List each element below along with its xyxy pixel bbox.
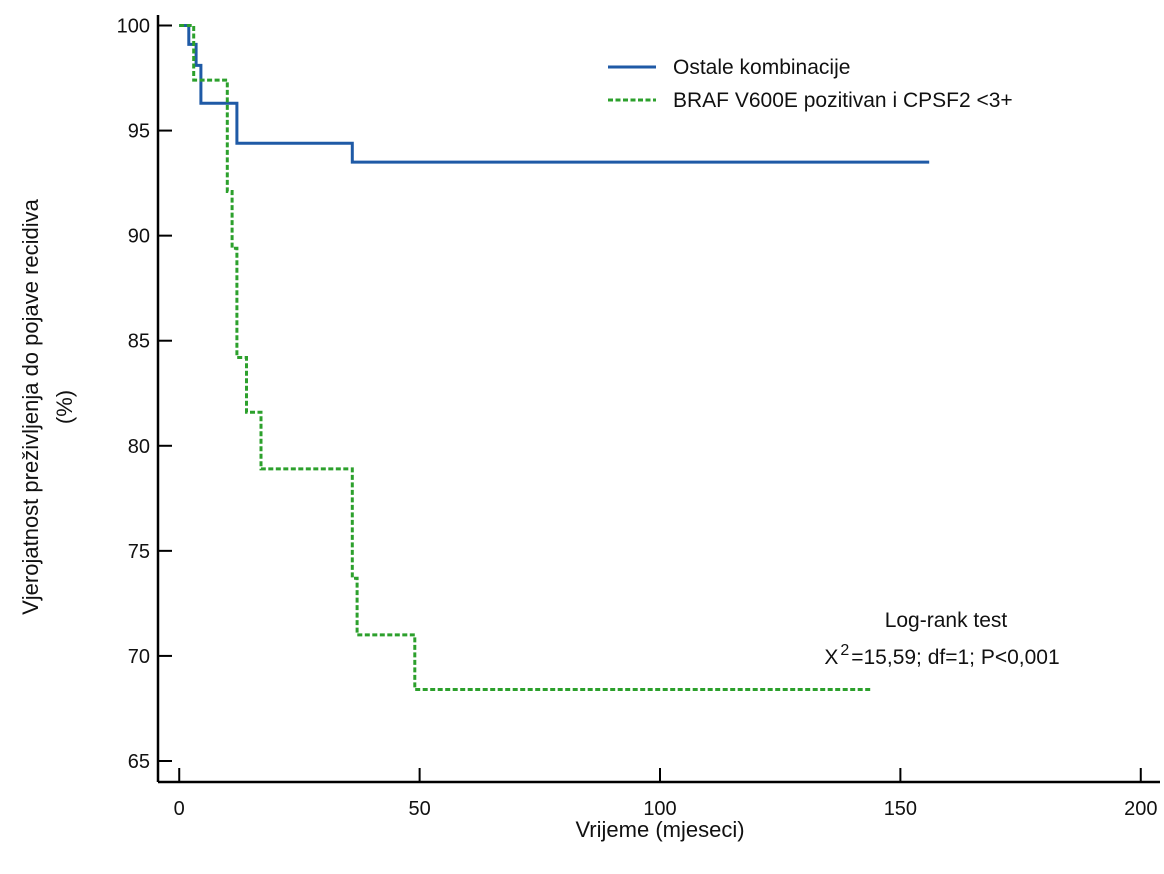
x-tick-label: 200 [1124,798,1157,820]
y-tick-label: 100 [117,16,150,38]
legend-label-2: BRAF V600E pozitivan i CPSF2 <3+ [673,89,1013,112]
y-axis-label-line2: (%) [52,390,77,424]
y-tick-label: 65 [128,751,150,773]
y-tick-label: 80 [128,436,150,458]
axes: 0 50 100 150 200 65 70 75 80 85 90 95 100 [117,15,1160,820]
y-tick-label: 95 [128,121,150,143]
series-layer [179,24,930,691]
annotation-superscript: 2 [840,642,849,659]
y-tick-label: 70 [128,646,150,668]
legend-label-1: Ostale kombinacije [673,56,850,79]
y-tick-label: 85 [128,331,150,353]
x-tick-label: 0 [174,798,185,820]
annotation-stat-values: =15,59; df=1; P<0,001 [851,646,1059,669]
x-tick-label: 150 [884,798,917,820]
x-tick-label: 100 [643,798,676,820]
y-axis-label: Vjerojatnost preživljenja do pojave reci… [18,198,77,615]
annotation-chi-symbol: X [824,646,838,669]
annotation-title: Log-rank test [885,609,1008,632]
y-axis-label-line1: Vjerojatnost preživljenja do pojave reci… [18,198,43,615]
x-tick-label: 50 [408,798,430,820]
legend: Ostale kombinacije BRAF V600E pozitivan i… [608,56,1013,112]
log-rank-annotation: Log-rank test X 2=15,59; df=1; P<0,001 [824,609,1059,669]
series-line-2 [179,24,872,691]
series-line-1 [179,24,930,164]
y-tick-label: 75 [128,541,150,563]
x-axis-label: Vrijeme (mjeseci) [575,817,744,842]
y-tick-label: 90 [128,226,150,248]
annotation-stats: X 2=15,59; df=1; P<0,001 [824,642,1059,669]
